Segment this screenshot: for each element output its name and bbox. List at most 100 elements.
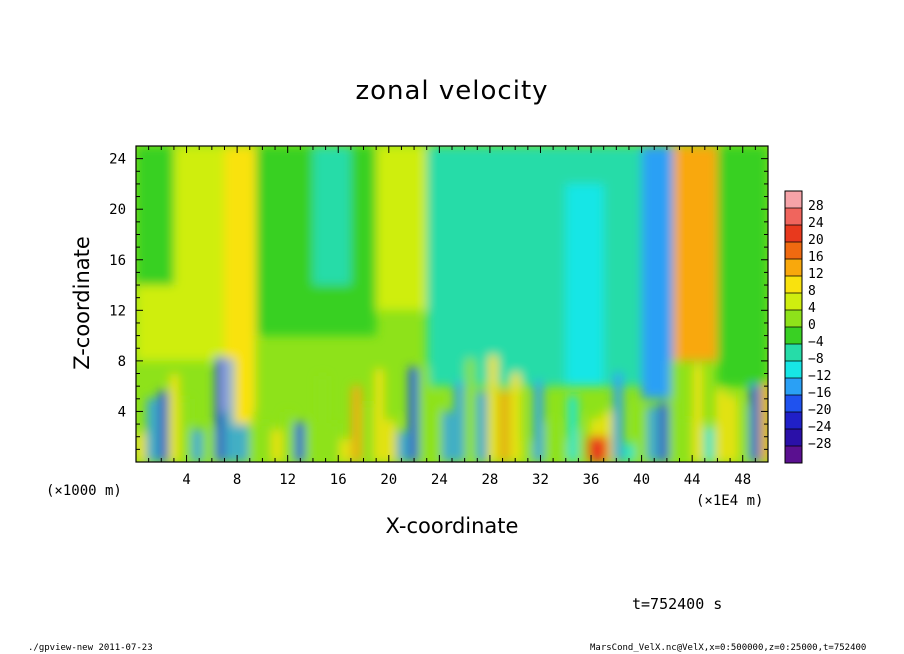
heatmap-cell — [670, 360, 680, 462]
heatmap-cell — [374, 368, 384, 462]
heatmap-cell — [340, 438, 350, 462]
heatmap-cell — [312, 146, 351, 286]
heatmap-cell — [659, 403, 669, 462]
y-tick-label: 24 — [109, 152, 126, 168]
heatmap-cell — [488, 355, 498, 462]
y-tick-label: 16 — [109, 253, 126, 269]
y-tick-label: 12 — [109, 303, 126, 319]
heatmap-cell — [522, 440, 532, 462]
heatmap-cell — [272, 429, 282, 462]
heatmap-cell — [318, 375, 327, 462]
heatmap-cell — [397, 431, 407, 462]
colorbar-label: 12 — [808, 267, 824, 282]
heatmap-cell — [443, 411, 452, 462]
colorbar-segment — [785, 259, 802, 277]
heatmap-cell — [579, 430, 589, 462]
y-tick-label: 8 — [118, 354, 126, 370]
heatmap-cell — [465, 358, 475, 462]
heatmap-cell — [420, 366, 430, 462]
heatmap-cell — [363, 404, 373, 462]
heatmap-cell — [727, 395, 737, 462]
heatmap-cell — [545, 422, 555, 462]
heatmap-cell — [568, 395, 578, 462]
colorbar-label: −16 — [808, 386, 831, 401]
x-axis-label: X-coordinate — [385, 514, 519, 538]
heatmap-features — [136, 146, 768, 462]
colorbar-segment — [785, 327, 802, 345]
heatmap-cell — [215, 357, 225, 462]
chart-title: zonal velocity — [355, 76, 549, 106]
heatmap-cell — [682, 419, 691, 462]
heatmap-cell — [477, 391, 487, 462]
colorbar-label: −20 — [808, 403, 831, 418]
footer-left: ./gpview-new 2011-07-23 — [28, 643, 153, 653]
colorbar-segment — [785, 446, 802, 464]
x-axis: 4 8 12 16 20 24 28 32 36 40 44 48 — [148, 146, 756, 488]
x-tick-label: 8 — [233, 472, 241, 488]
heatmap-cell — [295, 421, 305, 462]
heatmap-cell — [534, 381, 544, 462]
heatmap-cell — [693, 365, 703, 462]
x-tick-label: 44 — [684, 472, 701, 488]
heatmap-cell — [409, 367, 418, 462]
heatmap-cell — [329, 423, 339, 462]
colorbar-label: 8 — [808, 284, 816, 299]
colorbar-label: 16 — [808, 250, 824, 265]
heatmap-cell — [147, 398, 157, 462]
heatmap-cell — [170, 373, 179, 462]
heatmap-cell — [192, 429, 202, 462]
y-tick-label: 20 — [109, 202, 126, 218]
heatmap-feature — [587, 436, 608, 462]
heatmap-cell — [249, 427, 259, 462]
heatmap-cell — [750, 384, 760, 462]
y-axis: 4 8 12 16 20 24 — [109, 152, 768, 450]
heatmap-cell — [761, 383, 768, 462]
heatmap-cell — [227, 358, 236, 462]
x-tick-label: 48 — [734, 472, 751, 488]
heatmap-cell — [352, 385, 361, 462]
x-scale-note: (×1000 m) — [46, 483, 122, 499]
colorbar-segment — [785, 208, 802, 226]
heatmap-cell — [386, 419, 396, 462]
colorbar-segment — [785, 344, 802, 362]
heatmap-cell — [136, 432, 145, 462]
heatmap-cell — [738, 405, 748, 462]
x-tick-label: 12 — [279, 472, 296, 488]
time-label: t=752400 s — [632, 595, 723, 613]
heatmap-cell — [613, 373, 623, 462]
heatmap-feature — [233, 146, 254, 425]
heatmap-cell — [158, 390, 168, 462]
heatmap-cell — [136, 146, 174, 286]
colorbar-segment — [785, 293, 802, 311]
colorbar-label: 20 — [808, 233, 824, 248]
heatmap-cell — [489, 146, 554, 349]
heatmap-cell — [716, 389, 726, 462]
colorbar-segment — [785, 191, 802, 209]
y-axis-label: Z-coordinate — [70, 236, 94, 370]
heatmap-cell — [376, 146, 427, 311]
colorbar-segment — [785, 242, 802, 260]
x-tick-label: 24 — [431, 472, 448, 488]
heatmap-cell — [625, 442, 635, 462]
y-tick-label: 4 — [118, 404, 126, 420]
heatmap-cell — [556, 439, 566, 462]
x-tick-label: 4 — [182, 472, 190, 488]
colorbar-segment — [785, 395, 802, 413]
colorbar-segment — [785, 225, 802, 243]
heatmap-feature — [441, 146, 463, 336]
heatmap-cell — [647, 406, 657, 462]
heatmap-cell — [704, 426, 714, 462]
colorbar: 28 24 20 16 12 8 4 0 −4 −8 −12 −16 −20 −24 −28 — [784, 190, 832, 464]
heatmap-field — [136, 146, 768, 462]
colorbar-label: −12 — [808, 369, 831, 384]
heatmap-feature — [644, 146, 665, 387]
colorbar-label: −8 — [808, 352, 824, 367]
x-scale-note-secondary: (×1E4 m) — [696, 493, 764, 509]
heatmap-cell — [261, 422, 270, 462]
colorbar-segment — [785, 361, 802, 379]
x-tick-label: 16 — [330, 472, 347, 488]
heatmap-cell — [283, 412, 293, 462]
colorbar-label: −4 — [808, 335, 824, 350]
heatmap-cell — [565, 183, 604, 387]
